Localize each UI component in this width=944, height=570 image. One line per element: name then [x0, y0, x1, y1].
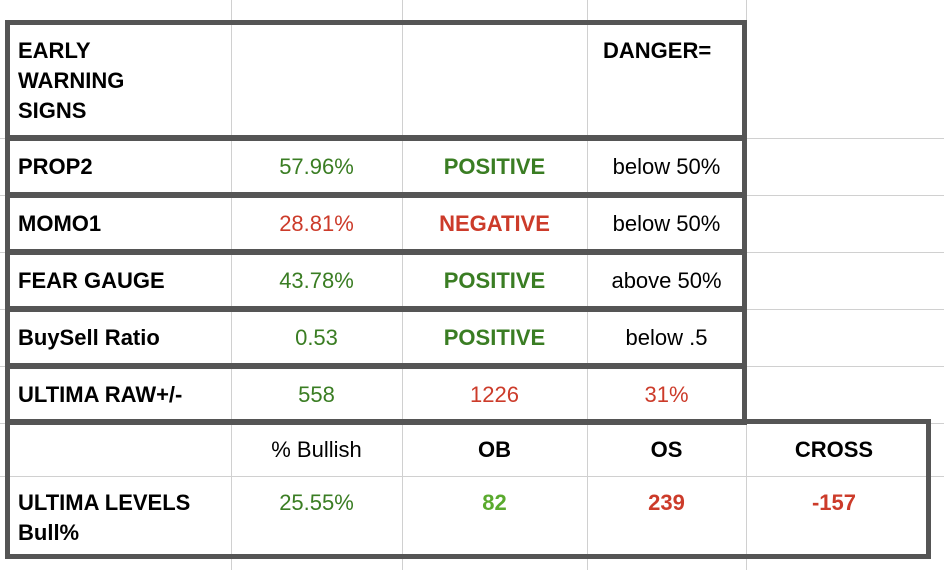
levels-cross-value[interactable]: -157	[811, 490, 857, 515]
row-status[interactable]: POSITIVE	[443, 267, 546, 293]
row-danger[interactable]: below .5	[625, 324, 708, 350]
early-warning-title-cell[interactable]: EARLY WARNING SIGNS	[18, 38, 125, 123]
gridline	[587, 0, 588, 570]
row-status[interactable]: NEGATIVE	[439, 210, 550, 236]
row-label[interactable]: MOMO1	[18, 210, 102, 236]
row-danger[interactable]: below 50%	[612, 153, 721, 179]
ultima-raw-value-3[interactable]: 31%	[644, 381, 689, 407]
row-status[interactable]: POSITIVE	[443, 324, 546, 350]
bullish-header[interactable]: % Bullish	[271, 436, 362, 462]
danger-label-cell[interactable]: DANGER=	[603, 38, 712, 63]
cross-header[interactable]: CROSS	[794, 436, 874, 462]
gridline	[402, 0, 403, 570]
ultima-raw-label[interactable]: ULTIMA RAW+/-	[18, 381, 183, 407]
os-header[interactable]: OS	[650, 436, 683, 462]
row-value[interactable]: 57.96%	[279, 153, 354, 179]
ultima-levels-label[interactable]: ULTIMA LEVELS Bull%	[18, 490, 191, 545]
gridline	[231, 0, 232, 570]
levels-bullish-value[interactable]: 25.55%	[279, 490, 354, 515]
row-label[interactable]: FEAR GAUGE	[18, 267, 165, 293]
row-value[interactable]: 28.81%	[279, 210, 354, 236]
levels-ob-value[interactable]: 82	[482, 490, 507, 515]
ultima-raw-value-1[interactable]: 558	[298, 381, 335, 407]
row-danger[interactable]: above 50%	[611, 267, 722, 293]
row-status[interactable]: POSITIVE	[443, 153, 546, 179]
ob-header[interactable]: OB	[478, 436, 511, 462]
levels-os-value[interactable]: 239	[648, 490, 685, 515]
gridline	[0, 476, 944, 477]
row-label[interactable]: PROP2	[18, 153, 93, 179]
row-danger[interactable]: below 50%	[612, 210, 721, 236]
ultima-raw-value-2[interactable]: 1226	[470, 381, 519, 407]
row-value[interactable]: 43.78%	[279, 267, 354, 293]
row-value[interactable]: 0.53	[295, 324, 338, 350]
row-label[interactable]: BuySell Ratio	[18, 324, 160, 350]
